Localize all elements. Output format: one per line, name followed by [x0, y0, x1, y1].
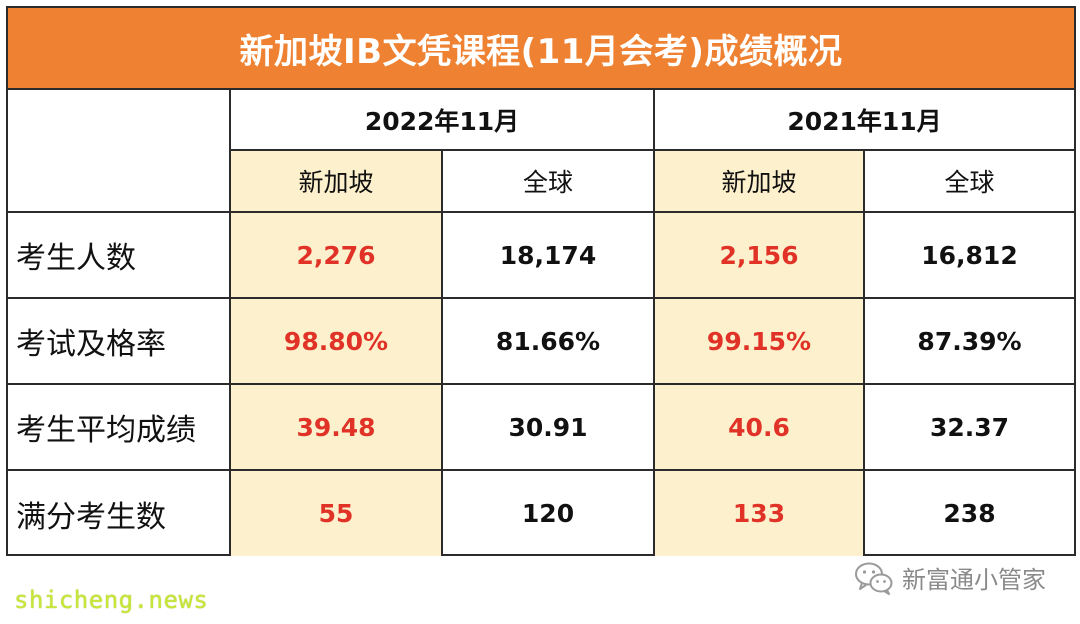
- table-row: 考生平均成绩 39.48 30.91 40.6 32.37: [8, 383, 1074, 471]
- cell-value: 18,174: [441, 211, 655, 299]
- period-2021: 2021年11月: [653, 90, 1074, 151]
- corner-cell: [8, 90, 231, 213]
- cell-value: 40.6: [653, 383, 865, 471]
- watermark-text: 新富通小管家: [902, 566, 1046, 594]
- cell-value: 2,276: [229, 211, 443, 299]
- score-grid: 2022年11月 2021年11月 新加坡 全球 新加坡 全球 考生人数 2,2…: [8, 90, 1074, 556]
- cell-value: 238: [863, 469, 1074, 556]
- cell-value: 2,156: [653, 211, 865, 299]
- cell-value: 99.15%: [653, 297, 865, 385]
- cell-value: 81.66%: [441, 297, 655, 385]
- period-header-row: 2022年11月 2021年11月: [8, 90, 1074, 213]
- cell-value: 16,812: [863, 211, 1074, 299]
- cell-value: 39.48: [229, 383, 443, 471]
- region-header-row: 新加坡 全球 新加坡 全球: [8, 149, 1074, 213]
- site-watermark: shicheng.news: [14, 586, 209, 614]
- region-singapore-2021: 新加坡: [653, 149, 865, 213]
- row-label-average-score: 考生平均成绩: [8, 383, 231, 471]
- table-row: 考试及格率 98.80% 81.66% 99.15% 87.39%: [8, 297, 1074, 385]
- cell-value: 87.39%: [863, 297, 1074, 385]
- cell-value: 32.37: [863, 383, 1074, 471]
- row-label-pass-rate: 考试及格率: [8, 297, 231, 385]
- wechat-watermark: 新富通小管家: [854, 560, 1046, 595]
- table-row: 考生人数 2,276 18,174 2,156 16,812: [8, 211, 1074, 299]
- region-singapore-2022: 新加坡: [230, 149, 443, 213]
- region-global-2022: 全球: [441, 149, 655, 213]
- cell-value: 133: [653, 469, 865, 556]
- period-2022: 2022年11月: [229, 90, 655, 151]
- row-label-candidates: 考生人数: [8, 211, 231, 299]
- region-global-2021: 全球: [863, 149, 1074, 213]
- score-summary-table: 新加坡IB文凭课程(11月会考)成绩概况 2022年11月 2021年11月 新…: [6, 6, 1076, 556]
- table-row: 满分考生数 55 120 133 238: [8, 469, 1074, 556]
- cell-value: 55: [229, 469, 443, 556]
- cell-value: 98.80%: [229, 297, 443, 385]
- cell-value: 120: [441, 469, 655, 556]
- row-label-full-score: 满分考生数: [8, 469, 231, 556]
- table-title: 新加坡IB文凭课程(11月会考)成绩概况: [8, 8, 1074, 90]
- wechat-icon: [855, 562, 893, 595]
- cell-value: 30.91: [441, 383, 655, 471]
